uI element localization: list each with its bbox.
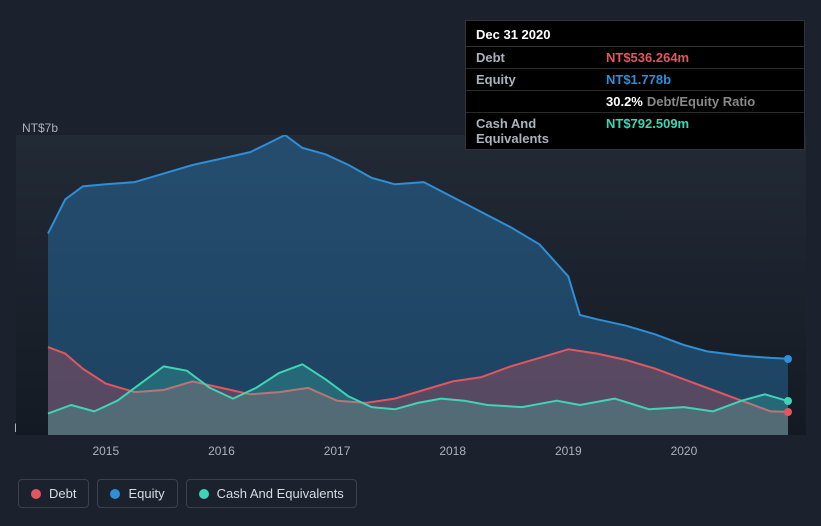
legend-swatch	[199, 489, 209, 499]
x-tick-label: 2020	[671, 444, 698, 458]
legend-swatch	[110, 489, 120, 499]
x-axis: 2015 2016 2017 2018 2019 2020	[16, 438, 806, 458]
tooltip-row-suffix: Debt/Equity Ratio	[647, 94, 755, 109]
legend-swatch	[31, 489, 41, 499]
y-axis-max-label: NT$7b	[22, 121, 58, 135]
legend-item-debt[interactable]: Debt	[18, 479, 89, 508]
series-end-marker-cash	[784, 397, 792, 405]
legend-item-equity[interactable]: Equity	[97, 479, 177, 508]
tooltip-row-label: Equity	[476, 72, 606, 87]
data-tooltip: Dec 31 2020 DebtNT$536.264mEquityNT$1.77…	[465, 20, 805, 150]
x-tick-label: 2018	[439, 444, 466, 458]
legend-label: Debt	[49, 486, 76, 501]
x-tick-label: 2016	[208, 444, 235, 458]
legend: Debt Equity Cash And Equivalents	[18, 479, 357, 508]
tooltip-row: Cash And EquivalentsNT$792.509m	[466, 113, 804, 149]
tooltip-row-label: Cash And Equivalents	[476, 116, 606, 146]
x-tick-label: 2019	[555, 444, 582, 458]
series-end-marker-debt	[784, 408, 792, 416]
legend-label: Cash And Equivalents	[217, 486, 344, 501]
tooltip-row-value: NT$792.509m	[606, 116, 689, 146]
legend-label: Equity	[128, 486, 164, 501]
x-tick-label: 2017	[324, 444, 351, 458]
x-tick-label: 2015	[92, 444, 119, 458]
tooltip-row-label: Debt	[476, 50, 606, 65]
tooltip-row: 30.2% Debt/Equity Ratio	[466, 91, 804, 113]
tooltip-row-value: 30.2%	[606, 94, 643, 109]
tooltip-row-label	[476, 94, 606, 109]
chart-plot-area	[16, 135, 806, 435]
tooltip-date: Dec 31 2020	[466, 21, 804, 47]
tooltip-row-value: NT$536.264m	[606, 50, 689, 65]
tooltip-row-value: NT$1.778b	[606, 72, 671, 87]
chart-svg	[16, 135, 806, 435]
tooltip-row: DebtNT$536.264m	[466, 47, 804, 69]
series-end-marker-equity	[784, 355, 792, 363]
tooltip-row: EquityNT$1.778b	[466, 69, 804, 91]
legend-item-cash[interactable]: Cash And Equivalents	[186, 479, 357, 508]
